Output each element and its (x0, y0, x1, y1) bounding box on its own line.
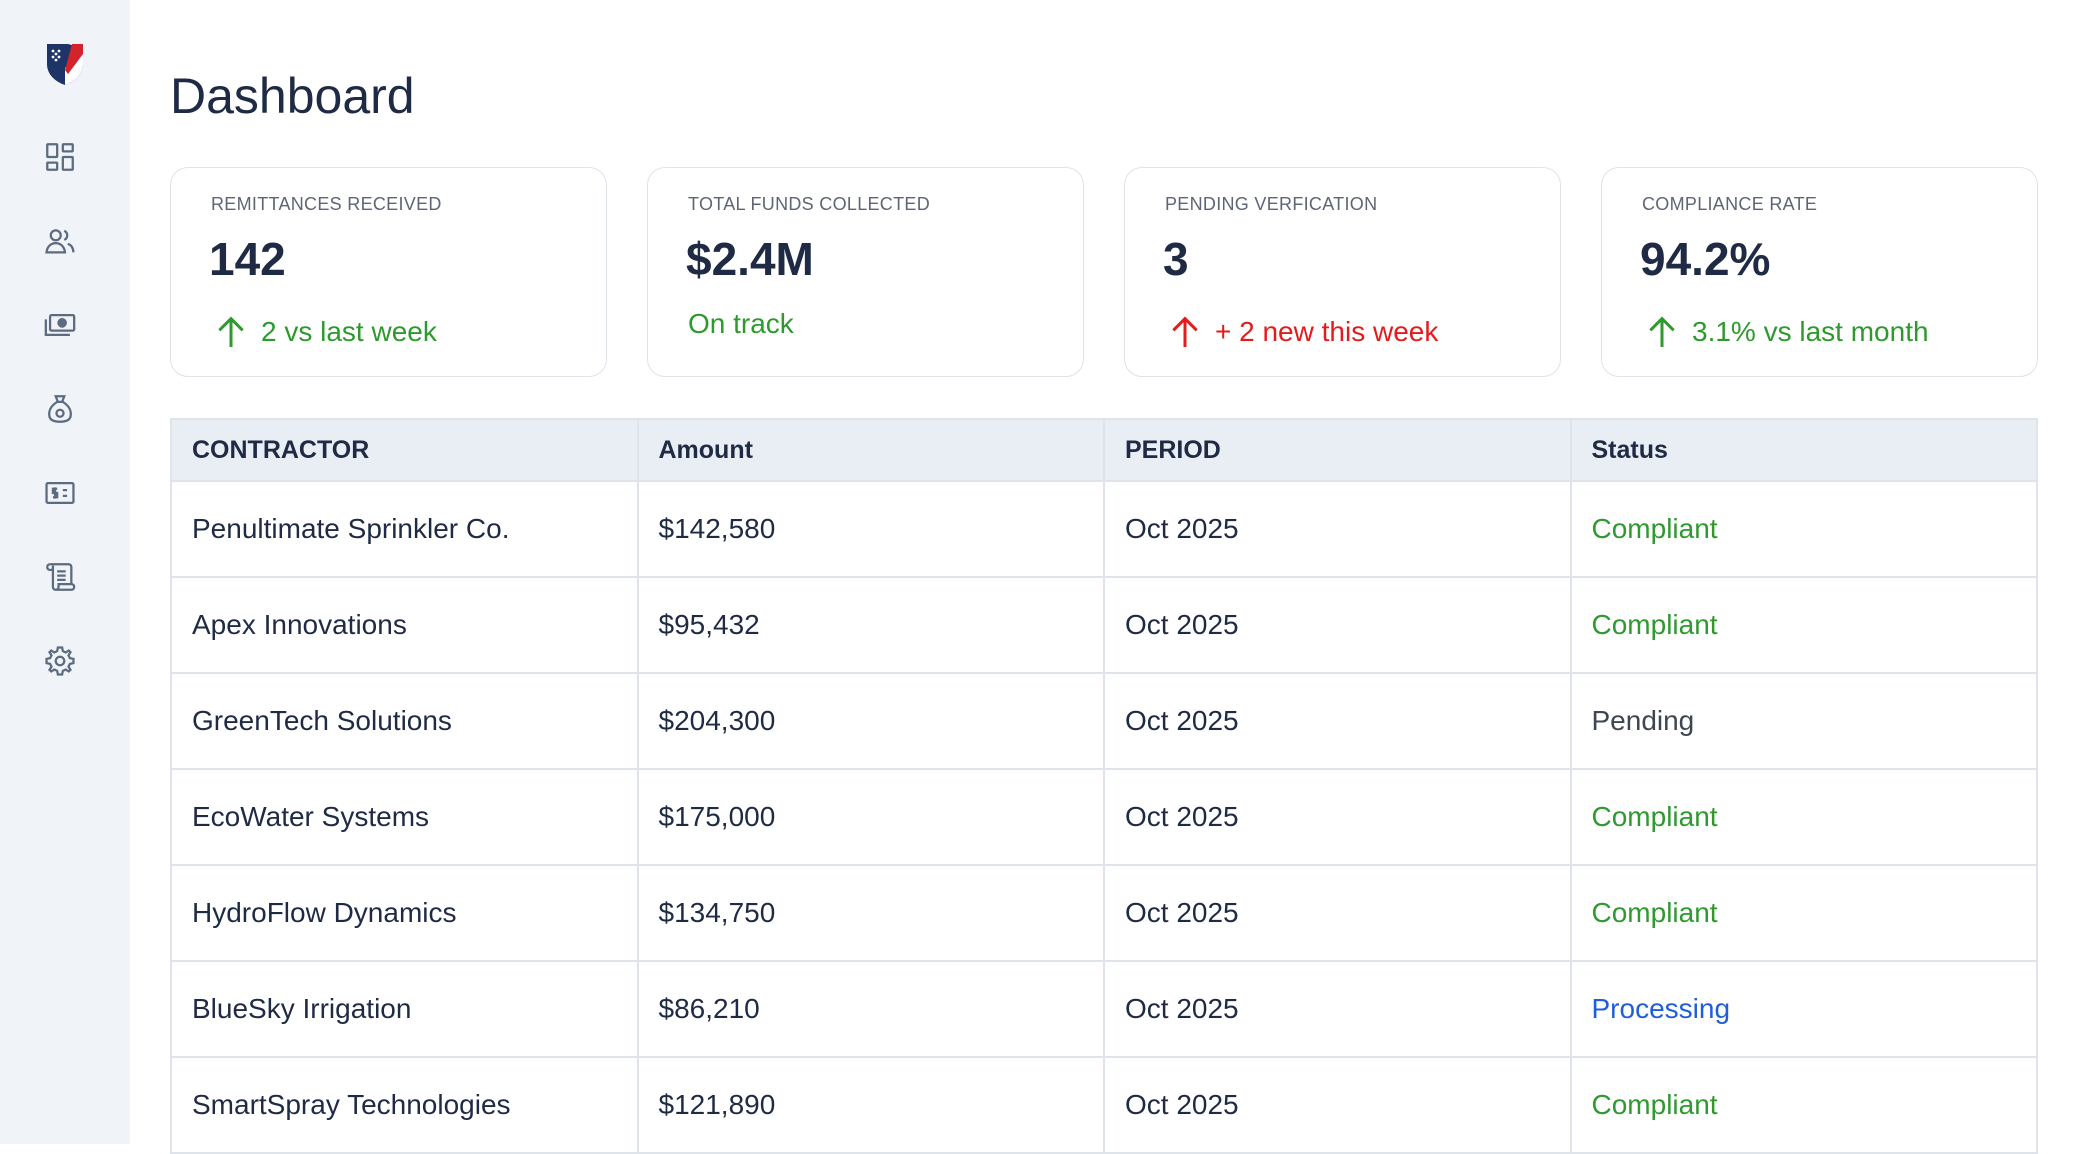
card-value: $2.4M (686, 233, 814, 285)
cell-amount: $204,300 (636, 672, 1105, 770)
cell-status: Compliant (1569, 1056, 2038, 1154)
cell-status: Processing (1569, 960, 2038, 1058)
column-header-contractor[interactable]: CONTRACTOR (170, 418, 639, 482)
card-label: PENDING VERFICATION (1165, 194, 1378, 214)
table-row[interactable]: EcoWater Systems $175,000 Oct 2025 Compl… (170, 768, 2038, 866)
cell-status: Compliant (1569, 864, 2038, 962)
card-label: REMITTANCES RECEIVED (211, 194, 442, 214)
card-trend: + 2 new this week (1165, 312, 1438, 352)
stat-card-remittances: REMITTANCES RECEIVED 142 2 vs last week (170, 167, 607, 377)
table-header-row: CONTRACTOR Amount PERIOD Status (170, 418, 2038, 482)
nav-scroll[interactable] (40, 557, 80, 597)
cell-amount: $121,890 (636, 1056, 1105, 1154)
cell-contractor: Apex Innovations (170, 576, 639, 674)
cell-period: Oct 2025 (1103, 480, 1572, 578)
card-trend-text: + 2 new this week (1215, 316, 1439, 347)
cell-amount: $86,210 (636, 960, 1105, 1058)
nav-settings[interactable] (40, 641, 80, 681)
cell-status: Pending (1569, 672, 2038, 770)
cell-contractor: BlueSky Irrigation (170, 960, 639, 1058)
cell-amount: $134,750 (636, 864, 1105, 962)
dollar-card-icon (45, 481, 75, 505)
card-trend-text: 2 vs last week (261, 316, 437, 347)
card-label: TOTAL FUNDS COLLECTED (688, 194, 931, 214)
cell-period: Oct 2025 (1103, 960, 1572, 1058)
cell-amount: $175,000 (636, 768, 1105, 866)
card-value: 142 (209, 233, 286, 285)
arrow-up-icon (1172, 316, 1198, 347)
contractors-table: CONTRACTOR Amount PERIOD Status Penultim… (170, 418, 2038, 1154)
stat-card-compliance: COMPLIANCE RATE 94.2% 3.1% vs last month (1601, 167, 2038, 377)
nav-users[interactable] (40, 221, 80, 261)
page-title: Dashboard (170, 68, 415, 124)
cell-amount: $142,580 (636, 480, 1105, 578)
dashboard-grid-icon (46, 143, 74, 171)
arrow-up-icon (218, 316, 244, 347)
shield-logo[interactable] (44, 40, 86, 86)
cell-contractor: Penultimate Sprinkler Co. (170, 480, 639, 578)
sidebar (0, 0, 130, 1144)
cell-contractor: GreenTech Solutions (170, 672, 639, 770)
main-content: Dashboard REMITTANCES RECEIVED 142 2 vs … (130, 0, 2076, 1154)
money-bag-icon (48, 395, 72, 423)
card-trend-text: On track (688, 308, 794, 339)
table-row[interactable]: SmartSpray Technologies $121,890 Oct 202… (170, 1056, 2038, 1154)
cell-status: Compliant (1569, 480, 2038, 578)
cell-contractor: SmartSpray Technologies (170, 1056, 639, 1154)
cell-period: Oct 2025 (1103, 768, 1572, 866)
card-value: 94.2% (1640, 233, 1771, 285)
stats-cards: REMITTANCES RECEIVED 142 2 vs last week … (170, 167, 2038, 379)
card-trend-text: 3.1% vs last month (1692, 316, 1929, 347)
column-header-status[interactable]: Status (1569, 418, 2038, 482)
cell-period: Oct 2025 (1103, 1056, 1572, 1154)
table-row[interactable]: HydroFlow Dynamics $134,750 Oct 2025 Com… (170, 864, 2038, 962)
cell-period: Oct 2025 (1103, 576, 1572, 674)
card-trend: 3.1% vs last month (1642, 312, 1929, 352)
table-row[interactable]: Apex Innovations $95,432 Oct 2025 Compli… (170, 576, 2038, 674)
cell-period: Oct 2025 (1103, 672, 1572, 770)
table-row[interactable]: Penultimate Sprinkler Co. $142,580 Oct 2… (170, 480, 2038, 578)
nav-money-bag[interactable] (40, 389, 80, 429)
money-icon (44, 313, 76, 337)
card-trend: 2 vs last week (211, 312, 437, 352)
stat-card-funds: TOTAL FUNDS COLLECTED $2.4M On track (647, 167, 1084, 377)
card-value: 3 (1163, 233, 1189, 285)
gear-icon (45, 646, 75, 676)
nav-dashboard[interactable] (40, 137, 80, 177)
card-trend: On track (688, 308, 794, 340)
nav-money[interactable] (40, 305, 80, 345)
nav-dollar-card[interactable] (40, 473, 80, 513)
column-header-period[interactable]: PERIOD (1103, 418, 1572, 482)
users-icon (45, 229, 75, 254)
column-header-amount[interactable]: Amount (636, 418, 1105, 482)
stat-card-pending: PENDING VERFICATION 3 + 2 new this week (1124, 167, 1561, 377)
table-row[interactable]: BlueSky Irrigation $86,210 Oct 2025 Proc… (170, 960, 2038, 1058)
scroll-icon (46, 563, 76, 591)
cell-status: Compliant (1569, 576, 2038, 674)
cell-status: Compliant (1569, 768, 2038, 866)
arrow-up-icon (1649, 316, 1675, 347)
cell-contractor: EcoWater Systems (170, 768, 639, 866)
table-row[interactable]: GreenTech Solutions $204,300 Oct 2025 Pe… (170, 672, 2038, 770)
cell-contractor: HydroFlow Dynamics (170, 864, 639, 962)
cell-period: Oct 2025 (1103, 864, 1572, 962)
card-label: COMPLIANCE RATE (1642, 194, 1818, 214)
cell-amount: $95,432 (636, 576, 1105, 674)
